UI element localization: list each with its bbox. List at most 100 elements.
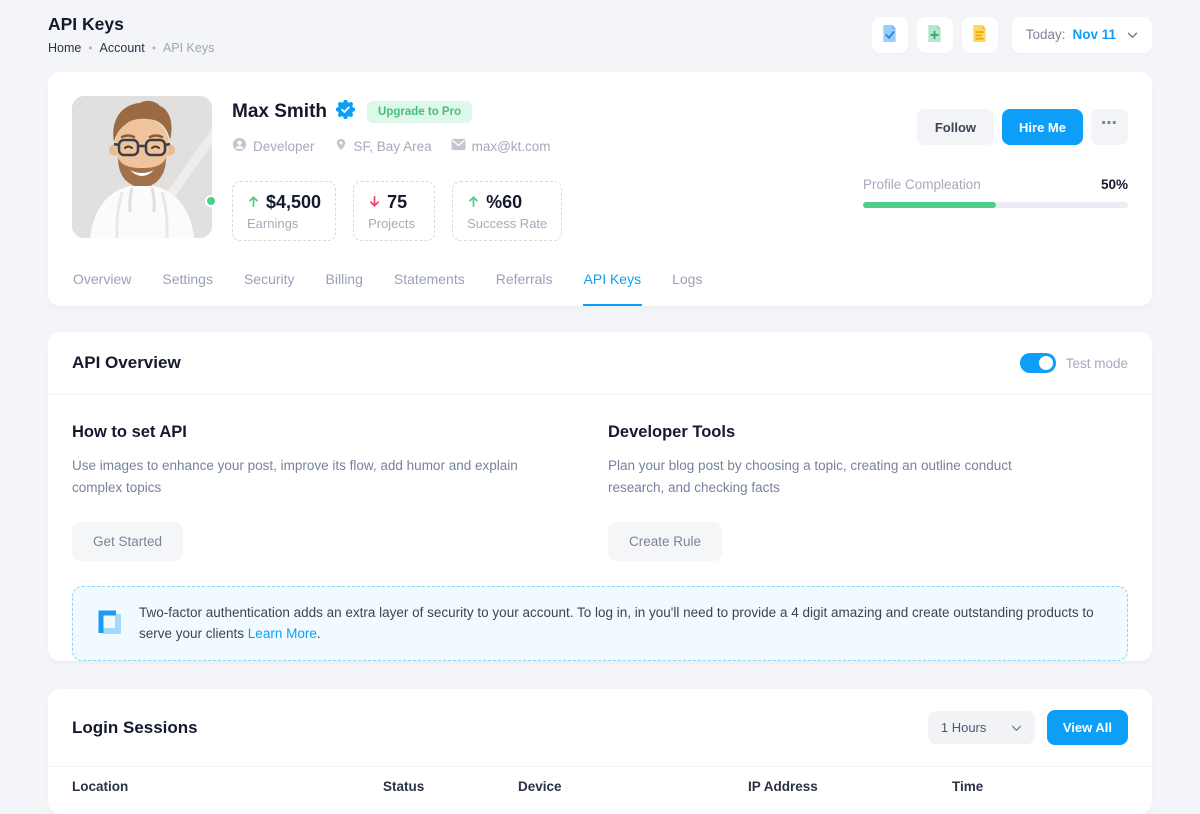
location-pin-icon (334, 137, 348, 155)
profile-email-label: max@kt.com (471, 138, 551, 154)
breadcrumb-separator: • (151, 41, 156, 55)
profile-role: Developer (232, 137, 315, 155)
view-all-button[interactable]: View All (1046, 710, 1128, 746)
test-mode-label: Test mode (1065, 355, 1128, 371)
tab-settings[interactable]: Settings (162, 271, 213, 287)
tab-statements[interactable]: Statements (393, 271, 465, 287)
column-ip-address: IP Address (748, 779, 818, 795)
test-mode-toggle[interactable] (1019, 353, 1056, 373)
two-factor-alert-text: Two-factor authentication adds an extra … (139, 602, 1099, 646)
tab-overview[interactable]: Overview (73, 271, 132, 287)
stat-projects-value: 75 (387, 192, 408, 212)
file-lines-button[interactable] (961, 16, 998, 53)
tab-logs[interactable]: Logs (672, 271, 703, 287)
create-rule-button[interactable]: Create Rule (608, 521, 723, 561)
breadcrumb: Home • Account • API Keys (48, 41, 214, 55)
more-options-button[interactable]: ⋯ (1091, 109, 1128, 145)
file-check-icon (880, 24, 899, 46)
how-to-set-api-section: How to set API Use images to enhance you… (72, 423, 608, 561)
breadcrumb-current: API Keys (162, 41, 215, 55)
profile-meta: Developer SF, Bay Area max@kt.com (232, 137, 863, 155)
hire-me-button[interactable]: Hire Me (1002, 109, 1083, 145)
mail-icon (451, 138, 466, 154)
profile-completion: Profile Compleation 50% (863, 177, 1128, 208)
tab-referrals[interactable]: Referrals (495, 271, 553, 287)
tab-security[interactable]: Security (243, 271, 295, 287)
file-plus-button[interactable] (916, 16, 953, 53)
profile-info: Max Smith Upgrade to Pro (212, 96, 863, 241)
toggle-knob (1038, 356, 1053, 370)
stat-projects-label: Projects (368, 216, 416, 231)
how-to-set-api-text: Use images to enhance your post, improve… (72, 458, 518, 496)
tab-billing[interactable]: Billing (325, 271, 363, 287)
stat-success-rate: %60 Success Rate (452, 181, 563, 241)
api-overview-title: API Overview (72, 353, 181, 372)
profile-location-label: SF, Bay Area (353, 138, 432, 154)
profile-summary: Max Smith Upgrade to Pro (72, 96, 1128, 241)
file-plus-icon (925, 24, 944, 46)
profile-role-label: Developer (253, 138, 315, 154)
online-status-dot (205, 195, 217, 207)
avatar-image (72, 96, 212, 238)
login-sessions-card: Login Sessions 1 Hours View All Location… (48, 689, 1152, 814)
upgrade-to-pro-badge[interactable]: Upgrade to Pro (367, 101, 473, 123)
file-check-button[interactable] (871, 16, 908, 53)
profile-card: Max Smith Upgrade to Pro (48, 72, 1152, 306)
topbar: API Keys Home • Account • API Keys (48, 0, 1152, 72)
profile-name: Max Smith (232, 101, 328, 122)
two-factor-alert: Two-factor authentication adds an extra … (72, 585, 1128, 662)
stat-earnings-value: $4,500 (266, 192, 322, 212)
chevron-down-icon (1011, 720, 1022, 735)
date-label: Today: (1025, 27, 1066, 42)
profile-actions: Follow Hire Me ⋯ Profile Compleation 50% (863, 96, 1128, 241)
tab-api-keys[interactable]: API Keys (582, 261, 643, 306)
profile-email: max@kt.com (451, 137, 551, 155)
avatar (72, 96, 217, 238)
date-value: Nov 11 (1072, 27, 1116, 42)
file-lines-icon (970, 24, 989, 46)
profile-progress-fill (863, 202, 996, 208)
developer-tools-title: Developer Tools (608, 423, 736, 441)
profile-stats: $4,500 Earnings 75 Projects (232, 181, 863, 241)
arrow-up-icon (467, 192, 480, 213)
column-status: Status (383, 779, 425, 795)
stat-earnings-label: Earnings (247, 216, 299, 231)
get-started-button[interactable]: Get Started (72, 521, 184, 561)
date-picker[interactable]: Today: Nov 11 (1011, 16, 1152, 53)
verified-badge-icon (335, 99, 356, 124)
api-overview-card: API Overview Test mode How to set API Us… (48, 332, 1152, 662)
developer-tools-section: Developer Tools Plan your blog post by c… (608, 423, 1128, 561)
column-location: Location (72, 779, 129, 795)
page-title: API Keys (48, 14, 124, 34)
arrow-down-icon (368, 192, 381, 213)
topbar-actions: Today: Nov 11 (871, 16, 1152, 53)
user-icon (232, 137, 247, 155)
column-device: Device (518, 779, 562, 795)
login-sessions-title: Login Sessions (72, 717, 198, 737)
profile-completion-label: Profile Compleation (863, 177, 981, 192)
profile-tabs: Overview Settings Security Billing State… (72, 261, 1128, 306)
arrow-up-icon (247, 192, 260, 213)
breadcrumb-home[interactable]: Home (48, 41, 82, 55)
hours-filter-select[interactable]: 1 Hours (927, 711, 1035, 745)
stat-success-rate-value: %60 (486, 192, 523, 212)
sessions-table-header: Location Status Device IP Address Time (48, 767, 1152, 814)
stat-projects: 75 Projects (353, 181, 436, 241)
stat-success-rate-label: Success Rate (467, 216, 548, 231)
alert-text-after: . (316, 626, 321, 642)
how-to-set-api-title: How to set API (72, 423, 187, 441)
stat-earnings: $4,500 Earnings (232, 181, 337, 241)
column-time: Time (952, 779, 984, 795)
chevron-down-icon (1123, 27, 1138, 42)
profile-completion-value: 50% (1100, 177, 1128, 192)
alert-text-before: Two-factor authentication adds an extra … (139, 604, 1094, 642)
page-heading: API Keys Home • Account • API Keys (48, 14, 214, 55)
breadcrumb-separator: • (88, 41, 93, 55)
breadcrumb-account[interactable]: Account (99, 41, 145, 55)
crop-brackets-icon (93, 605, 125, 642)
profile-location: SF, Bay Area (334, 137, 432, 155)
learn-more-link[interactable]: Learn More (247, 626, 317, 642)
developer-tools-text: Plan your blog post by choosing a topic,… (608, 458, 1012, 496)
follow-button[interactable]: Follow (916, 109, 995, 145)
